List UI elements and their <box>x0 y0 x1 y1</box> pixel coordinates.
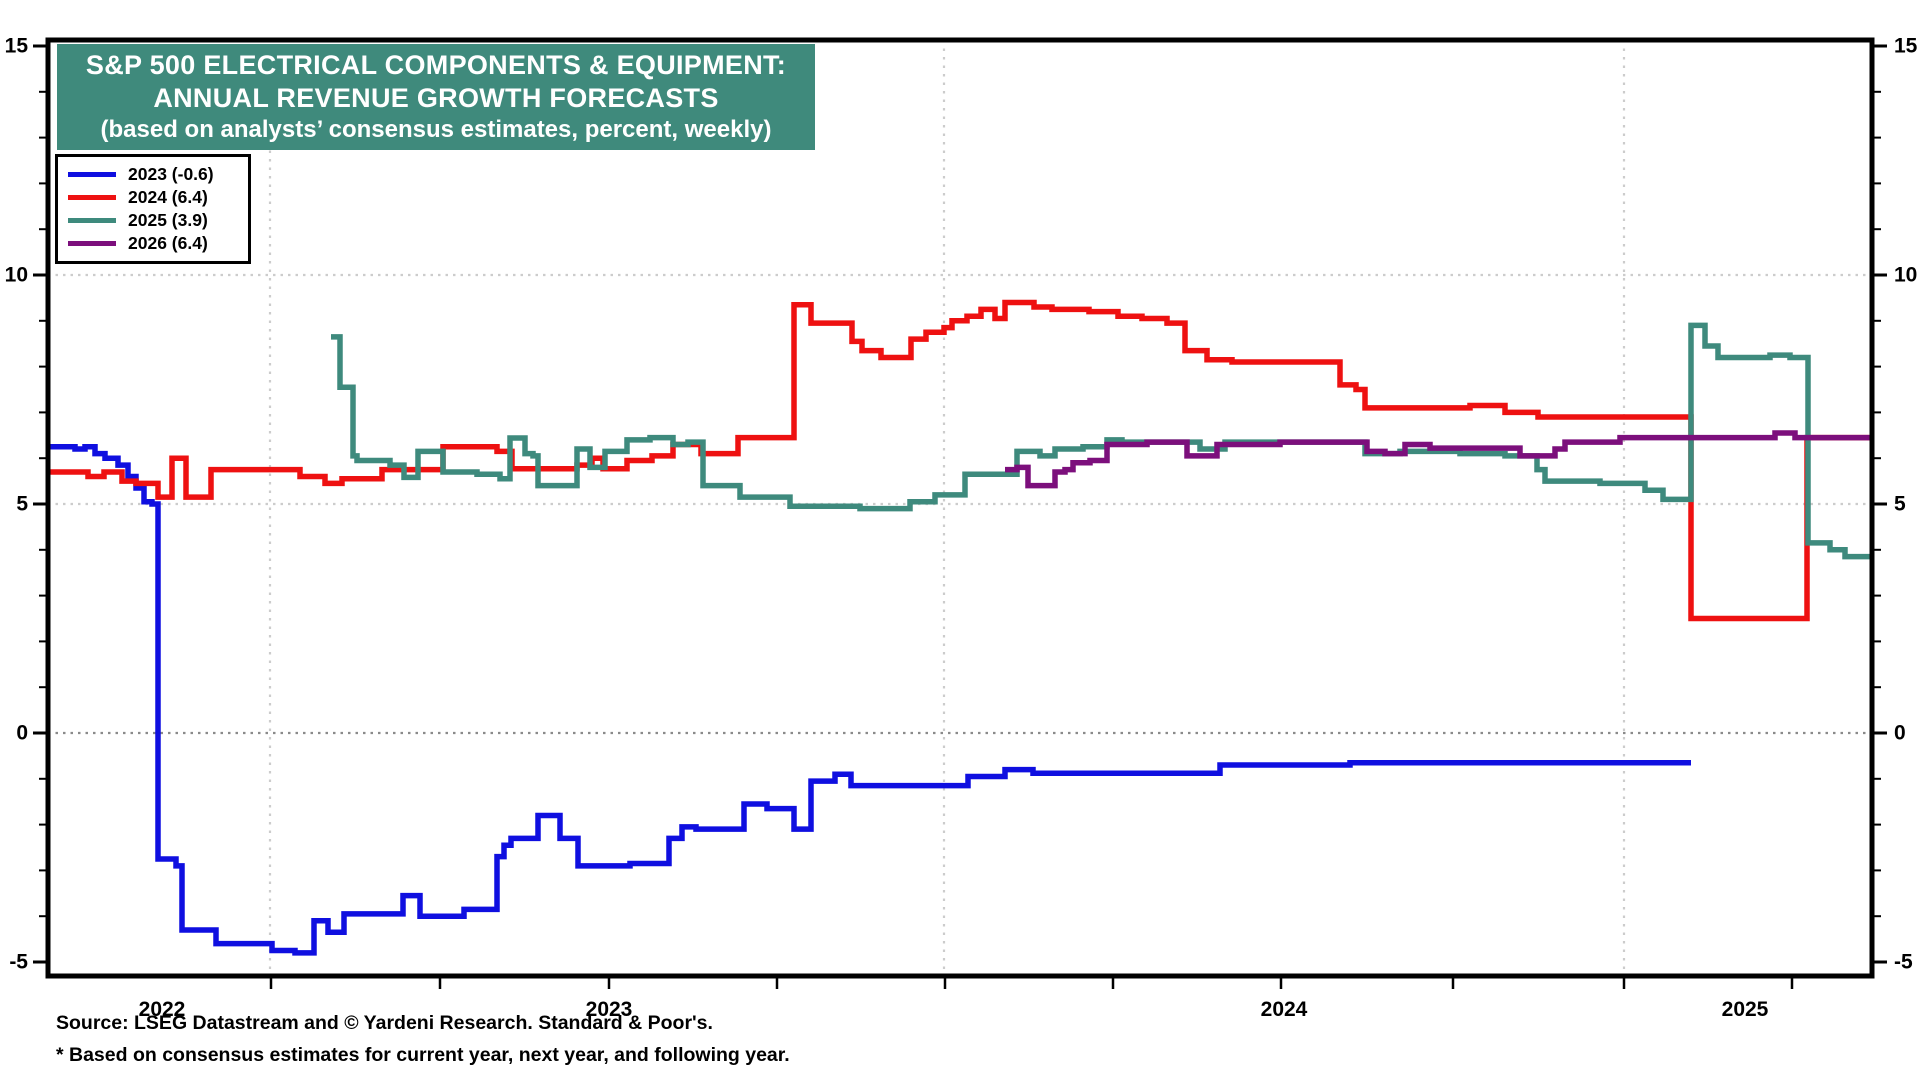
methodology-note: * Based on consensus estimates for curre… <box>56 1044 790 1066</box>
legend-item-2025: 2025 (3.9) <box>68 209 240 232</box>
x-axis-label-2023: 2023 <box>586 998 633 1021</box>
legend-box: 2023 (-0.6) 2024 (6.4) 2025 (3.9) 2026 (6.4… <box>55 154 251 264</box>
plot-border <box>45 37 1875 979</box>
legend-label: 2025 (3.9) <box>128 210 208 230</box>
y-axis-label-right-0: 0 <box>1894 722 1906 745</box>
series-line-2024 <box>48 299 1872 622</box>
series-line-2026 <box>1005 430 1872 489</box>
y-axis-label-right--5: -5 <box>1894 951 1913 974</box>
legend-swatch <box>68 241 116 246</box>
source-note: Source: LSEG Datastream and © Yardeni Re… <box>56 1012 713 1034</box>
y-axis-label-right-10: 10 <box>1894 264 1917 287</box>
y-axis-label-left-15: 15 <box>5 35 29 58</box>
x-axis-label-2024: 2024 <box>1261 998 1308 1021</box>
legend-swatch <box>68 218 116 223</box>
legend-swatch <box>68 172 116 177</box>
legend-item-2024: 2024 (6.4) <box>68 186 240 209</box>
series-line-2023 <box>48 444 1691 956</box>
y-axis-label-left--5: -5 <box>9 951 28 974</box>
y-axis-label-left-0: 0 <box>16 722 28 745</box>
chart-title-line1: S&P 500 ELECTRICAL COMPONENTS & EQUIPMEN… <box>85 50 787 81</box>
x-axis-label-2025: 2025 <box>1722 998 1769 1021</box>
y-axis-label-right-5: 5 <box>1894 493 1906 516</box>
y-axis-label-left-10: 10 <box>5 264 28 287</box>
y-axis-label-right-15: 15 <box>1894 35 1918 58</box>
legend-item-2023: 2023 (-0.6) <box>68 163 240 186</box>
chart-title-box: S&P 500 ELECTRICAL COMPONENTS & EQUIPMEN… <box>57 44 815 150</box>
x-axis-label-2022: 2022 <box>139 998 186 1021</box>
y-axis-label-left-5: 5 <box>16 493 28 516</box>
legend-item-2026: 2026 (6.4) <box>68 232 240 255</box>
legend-label: 2024 (6.4) <box>128 187 208 207</box>
legend-label: 2026 (6.4) <box>128 233 208 253</box>
chart-subtitle: (based on analysts’ consensus estimates,… <box>100 116 772 144</box>
legend-swatch <box>68 195 116 200</box>
chart-title-line2: ANNUAL REVENUE GROWTH FORECASTS <box>153 83 719 114</box>
series-line-2025 <box>331 322 1872 560</box>
legend-label: 2023 (-0.6) <box>128 164 214 184</box>
